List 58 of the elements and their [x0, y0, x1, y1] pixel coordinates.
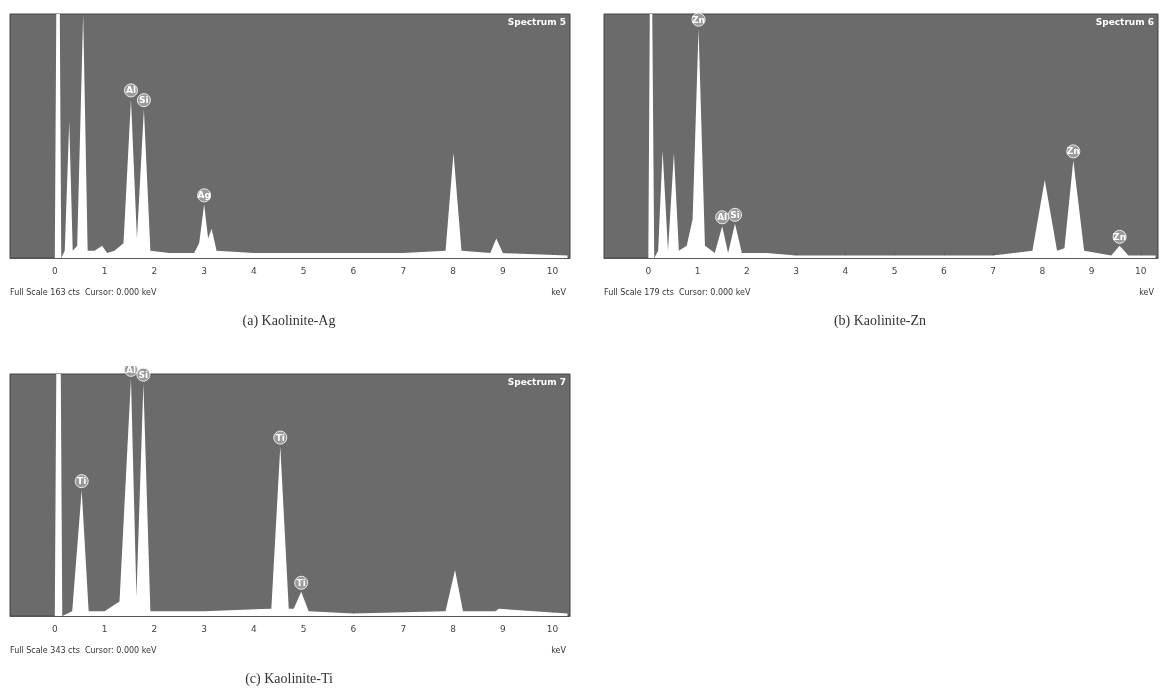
- x-tick-label: 0: [51, 265, 58, 276]
- annotation: Zn: [1066, 146, 1080, 157]
- annotation: Spectrum 5: [507, 16, 567, 27]
- text: (c) Kaolinite-Ti: [245, 670, 333, 687]
- x-tick-label: 7: [990, 265, 996, 276]
- text: Full Scale 163 cts Cursor: 0.000 keV: [10, 287, 157, 297]
- annotation: Ti: [275, 432, 285, 443]
- text: (b) Kaolinite-Zn: [833, 312, 927, 329]
- x-tick-label: 4: [251, 623, 258, 634]
- x-tick-label: 5: [300, 265, 307, 276]
- x-axis-title: keV: [551, 645, 567, 655]
- annotation: Zn: [692, 14, 706, 25]
- x-tick-label: 10: [546, 623, 559, 634]
- x-tick-label: 9: [499, 265, 506, 276]
- annotation: Al: [125, 364, 136, 375]
- x-tick-label: 1: [694, 265, 701, 276]
- annotation: Al: [125, 85, 136, 96]
- x-tick-label: 5: [891, 265, 898, 276]
- text: Full Scale 179 cts Cursor: 0.000 keV: [604, 287, 751, 297]
- x-axis-title: keV: [1139, 287, 1155, 297]
- text: (a) Kaolinite-Ag: [242, 312, 336, 329]
- annotation: Al: [717, 212, 728, 223]
- x-tick-label: 8: [450, 265, 457, 276]
- x-tick-label: 3: [201, 623, 207, 634]
- x-tick-label: 6: [940, 265, 947, 276]
- annotation: Ti: [77, 476, 87, 487]
- x-tick-label: 1: [101, 623, 108, 634]
- x-tick-label: 2: [151, 265, 158, 276]
- annotation: Si: [139, 95, 149, 106]
- x-tick-label: 4: [251, 265, 258, 276]
- annotation: Zn: [1113, 231, 1127, 242]
- x-tick-label: 3: [793, 265, 799, 276]
- x-tick-label: 7: [400, 265, 407, 276]
- x-tick-label: 10: [1135, 265, 1147, 276]
- x-tick-label: 6: [350, 265, 357, 276]
- x-tick-label: 8: [450, 623, 457, 634]
- x-axis-title: keV: [551, 287, 567, 297]
- x-tick-label: 3: [201, 265, 207, 276]
- x-tick-label: 9: [499, 623, 506, 634]
- x-tick-label: 2: [743, 265, 750, 276]
- x-tick-label: 0: [51, 623, 58, 634]
- annotation: Si: [730, 209, 740, 220]
- annotation: Spectrum 6: [1095, 16, 1155, 27]
- annotation: Ti: [296, 577, 306, 588]
- x-tick-label: 2: [151, 623, 158, 634]
- x-tick-label: 0: [645, 265, 652, 276]
- x-tick-label: 5: [300, 623, 307, 634]
- annotation: Si: [138, 369, 149, 380]
- x-tick-label: 9: [1088, 265, 1095, 276]
- x-tick-label: 10: [546, 265, 559, 276]
- x-tick-label: 7: [400, 623, 407, 634]
- x-tick-label: 1: [101, 265, 108, 276]
- x-tick-label: 8: [1039, 265, 1046, 276]
- x-tick-label: 4: [842, 265, 849, 276]
- text: Full Scale 343 cts Cursor: 0.000 keV: [10, 645, 157, 655]
- x-tick-label: 6: [350, 623, 357, 634]
- annotation: Spectrum 7: [507, 376, 567, 387]
- annotation: Ag: [197, 190, 211, 201]
